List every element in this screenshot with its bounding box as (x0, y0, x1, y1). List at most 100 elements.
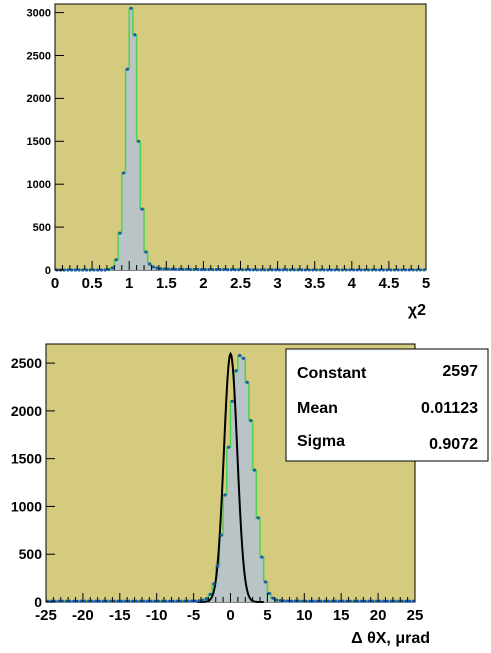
data-markers (55, 6, 426, 272)
y-tick-label: 3000 (27, 7, 51, 19)
data-point (84, 268, 89, 272)
data-point (245, 380, 249, 384)
data-point (97, 599, 102, 603)
data-point (260, 555, 264, 559)
data-point (300, 599, 305, 603)
data-point (356, 599, 360, 603)
data-point (337, 268, 341, 272)
y-tick-label: 1500 (27, 136, 51, 148)
data-point (249, 418, 253, 423)
histogram-bar (263, 581, 268, 602)
data-point (142, 599, 146, 603)
data-point (389, 599, 393, 603)
data-point (123, 599, 127, 603)
data-point (166, 267, 170, 271)
data-point (374, 268, 378, 272)
data-point (271, 596, 275, 600)
x-tick-label: -25 (35, 607, 57, 624)
histogram-bar (129, 8, 133, 271)
data-point (275, 598, 279, 602)
histogram-bar (147, 263, 152, 270)
data-point (251, 268, 256, 272)
histogram-bar (256, 517, 261, 602)
data-point (223, 493, 227, 497)
data-point (326, 599, 330, 603)
data-point (241, 356, 246, 360)
data-point (314, 268, 319, 272)
data-point (127, 599, 131, 603)
data-point (286, 599, 290, 603)
data-point (204, 597, 209, 601)
histogram-bar (132, 34, 137, 271)
histogram-bar (223, 494, 227, 602)
data-point (190, 599, 194, 603)
y-tick-label: 1000 (11, 498, 42, 514)
data-markers (46, 353, 415, 603)
data-point (107, 267, 111, 272)
data-point (311, 599, 316, 603)
data-point (156, 599, 161, 603)
data-point (70, 268, 74, 272)
data-point (233, 268, 237, 272)
x-tick-label: 3.5 (304, 275, 325, 292)
data-point (403, 268, 408, 272)
x-axis-label: χ2 (408, 302, 426, 319)
data-point (94, 599, 98, 603)
data-point (292, 268, 296, 272)
data-point (322, 599, 327, 603)
y-tick-label: 500 (33, 222, 51, 234)
data-point (422, 268, 426, 272)
data-point (122, 171, 126, 175)
data-point (274, 268, 278, 272)
data-point (86, 599, 91, 603)
data-point (289, 599, 293, 603)
data-point (225, 268, 230, 272)
data-point (359, 599, 364, 603)
data-point (337, 599, 341, 603)
data-point (185, 267, 189, 271)
data-point (238, 353, 242, 358)
x-axis-label: Δ θX, μrad (351, 630, 430, 647)
data-point (297, 599, 301, 603)
plot-frame (54, 3, 427, 271)
data-point (171, 599, 175, 603)
data-point (199, 267, 204, 272)
data-point (144, 250, 148, 254)
stats-mean-value: 0.01123 (421, 400, 478, 417)
data-point (155, 266, 159, 270)
histogram-bar (136, 141, 141, 270)
data-point (116, 599, 120, 603)
data-point (57, 599, 61, 603)
data-point (277, 268, 282, 272)
data-point (186, 599, 190, 603)
data-point (193, 599, 198, 603)
data-point (240, 268, 244, 272)
data-point (62, 268, 66, 272)
stats-constant-label: Constant (297, 365, 367, 382)
y-tick-label: 1500 (11, 451, 42, 467)
x-tick-label: 0 (51, 275, 59, 292)
histogram-bar (215, 565, 220, 602)
chi2-histogram-panel: 0 0.5 1 1.5 2 2.5 3 3.5 4 4.5 5 0 500 1000 1500 2000 250… (27, 3, 430, 319)
data-point (170, 267, 174, 271)
x-tick-label: -15 (109, 607, 131, 624)
data-point (134, 599, 139, 603)
data-point (179, 599, 183, 603)
data-point (374, 599, 378, 603)
data-point (311, 268, 315, 272)
axes: -25 -20 -15 -10 -5 0 5 10 15 20 25 0 500 1000 1500 2000… (11, 355, 424, 624)
data-point (400, 599, 404, 603)
data-point (66, 268, 70, 272)
data-point (118, 231, 122, 235)
data-point (227, 445, 231, 449)
x-tick-label: 4 (348, 275, 357, 292)
data-point (385, 599, 389, 603)
data-point (300, 268, 304, 272)
histogram-bar (114, 259, 119, 270)
data-point (214, 268, 218, 272)
data-point (359, 268, 363, 272)
data-point (151, 265, 155, 269)
data-point (212, 582, 216, 586)
data-point (108, 599, 113, 603)
data-point (90, 599, 94, 603)
